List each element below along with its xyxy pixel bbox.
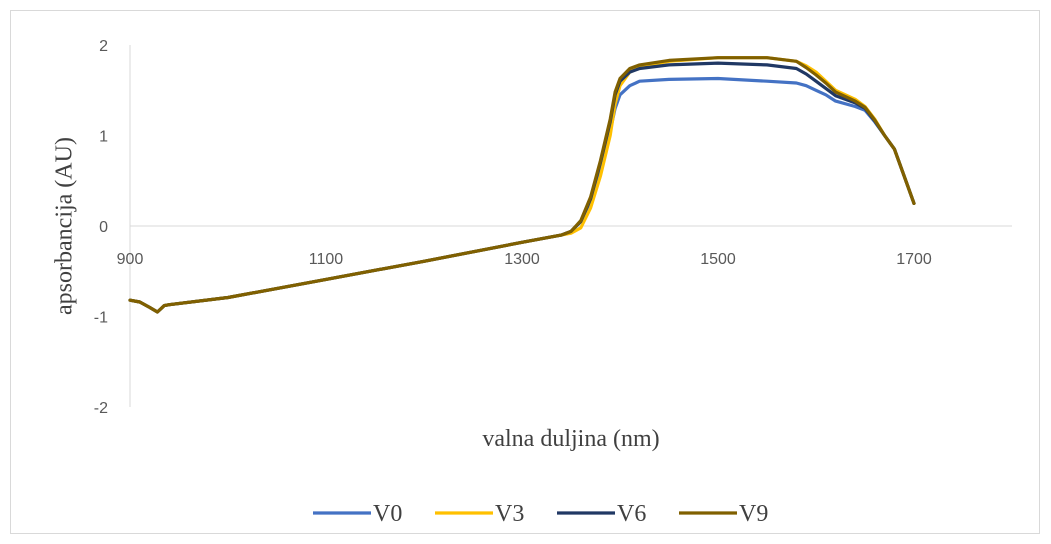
- x-axis-title: valna duljina (nm): [482, 426, 659, 452]
- y-tick-labels: -2 -1 0 1 2: [94, 38, 108, 417]
- legend-label-v3: V3: [495, 501, 524, 527]
- x-tick-labels: 900 1100 1300 1500 1700: [117, 251, 932, 268]
- axes: [129, 45, 1012, 407]
- y-tick-label: -1: [94, 310, 108, 327]
- series-line-v6: [128, 61, 916, 314]
- x-tick-label: 1700: [896, 251, 932, 268]
- x-tick-label: 1500: [700, 251, 736, 268]
- x-tick-label: 1100: [309, 251, 344, 268]
- y-tick-label: 1: [99, 129, 108, 146]
- series-line-v9: [128, 56, 916, 314]
- x-tick-label: 900: [117, 251, 144, 268]
- series-lines: [128, 56, 916, 314]
- legend-label-v9: V9: [739, 501, 768, 527]
- chart-frame: [10, 10, 1040, 534]
- y-tick-label: -2: [94, 400, 108, 417]
- y-tick-label: 0: [99, 219, 108, 236]
- x-tick-label: 1300: [504, 251, 540, 268]
- series-line-v3: [128, 56, 916, 314]
- legend-label-v6: V6: [617, 501, 646, 527]
- series-line-v0: [128, 76, 916, 314]
- y-axis-title: apsorbancija (AU): [52, 137, 78, 315]
- y-tick-label: 2: [99, 38, 108, 55]
- legend: V0 V3 V6 V9: [313, 501, 768, 527]
- legend-label-v0: V0: [373, 501, 402, 527]
